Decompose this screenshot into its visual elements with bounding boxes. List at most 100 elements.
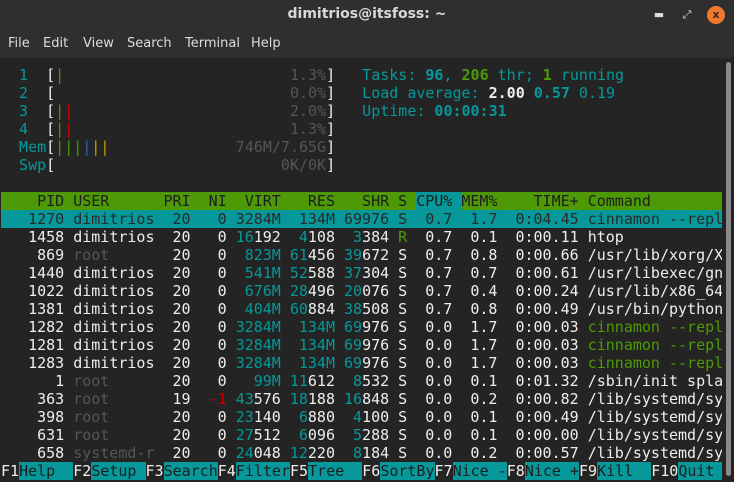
command: /sbin/init spla xyxy=(587,372,724,390)
value-high-digits: 676M xyxy=(244,282,281,300)
function-label-filter[interactable]: Filter xyxy=(235,462,290,480)
column-header-s[interactable]: S xyxy=(398,192,408,210)
process-row[interactable]: 1458 dimitrios 20 0 16192 4108 3384 R 0.7 0.1 0:00… xyxy=(1,228,722,246)
column-header-mem[interactable]: MEM% xyxy=(461,192,498,210)
process-row[interactable]: 398 root 20 0 23140 6880 4100 S 0.0 0.1 0:00.49/li… xyxy=(1,408,723,426)
column-header-res[interactable]: RES xyxy=(307,192,335,210)
function-label-quit[interactable]: Quit xyxy=(678,462,733,480)
stat-text: 206 xyxy=(461,66,489,84)
column-header-command[interactable]: Command xyxy=(587,192,651,210)
value-high-digits: 24 xyxy=(235,444,254,462)
function-key-f9[interactable]: F9 xyxy=(579,462,598,480)
function-label-setup[interactable]: Setup xyxy=(91,462,146,480)
value-high-digits: 18 xyxy=(289,390,308,408)
stat-text: Load average: xyxy=(362,84,489,102)
column-header-user[interactable]: USER xyxy=(73,192,110,210)
menu-file[interactable]: File xyxy=(8,36,30,51)
meter-bar-segment: | xyxy=(91,138,101,156)
value-high-digits: 43 xyxy=(235,390,254,408)
menu-terminal[interactable]: Terminal xyxy=(185,36,240,51)
mem-percent: 0.4 xyxy=(470,282,498,300)
minimize-icon[interactable]: ▬ xyxy=(653,8,665,21)
process-row[interactable]: 1281 dimitrios 20 0 3284M 134M 69976 S 0.0 1.7 0:0… xyxy=(1,336,723,354)
state: S xyxy=(398,210,408,228)
value-high-digits: 16 xyxy=(344,390,363,408)
process-row[interactable]: 1282 dimitrios 20 0 3284M 134M 69976 S 0.0 1.7 0:0… xyxy=(1,318,723,336)
stats-line: Tasks: 96, 206 thr; 1 running xyxy=(362,66,624,84)
function-label-kill[interactable]: Kill xyxy=(597,462,652,480)
scrollbar-thumb[interactable] xyxy=(726,62,731,476)
process-row[interactable]: 1283 dimitrios 20 0 3284M 134M 69976 S 0.0 1.7 0:0… xyxy=(1,354,723,372)
value-low-digits: 100 xyxy=(362,408,390,426)
column-header-shr[interactable]: SHR xyxy=(362,192,390,210)
menu-edit[interactable]: Edit xyxy=(43,36,69,51)
process-row[interactable]: 1381 dimitrios 20 0 404M 60884 38508 S 0.7 0.8 0:0… xyxy=(1,300,723,318)
process-row[interactable]: 1 root 20 0 99M 11612 8532 S 0.0 0.1 0:01.32/sbin/… xyxy=(1,372,724,390)
value-low-digits: 496 xyxy=(307,282,335,300)
function-key-f6[interactable]: F6 xyxy=(362,462,381,480)
pid: 631 xyxy=(37,426,65,444)
user: dimitrios xyxy=(73,300,155,318)
shr: 38508 xyxy=(344,300,389,318)
column-header-cpu[interactable]: CPU% xyxy=(416,192,462,210)
column-header-virt[interactable]: VIRT xyxy=(244,192,281,210)
virt: 541M xyxy=(236,264,281,282)
close-icon[interactable]: x xyxy=(707,6,725,24)
value-high-digits: 52 xyxy=(289,264,308,282)
function-label-nice-[interactable]: Nice + xyxy=(524,462,579,480)
function-key-f3[interactable]: F3 xyxy=(145,462,164,480)
priority: 20 xyxy=(172,336,191,354)
process-row[interactable]: 1270 dimitrios 20 0 3284M 134M 69976 S 0.7 1.7 0:0… xyxy=(1,210,723,228)
stat-text: 0.19 xyxy=(578,84,616,102)
value-low-digits: 220 xyxy=(307,444,335,462)
function-key-f10[interactable]: F10 xyxy=(651,462,679,480)
process-row[interactable]: 1440 dimitrios 20 0 541M 52588 37304 S 0.7 0.7 0:0… xyxy=(1,264,723,282)
process-row[interactable]: 631 root 20 0 27512 6096 5288 S 0.0 0.1 0:00.00/li… xyxy=(1,426,723,444)
process-row[interactable]: 658 systemd-r 20 0 24048 12220 8184 S 0.0 0.2 0:00… xyxy=(1,444,723,462)
priority: 20 xyxy=(172,354,191,372)
shr: 69976 xyxy=(344,336,389,354)
function-key-f5[interactable]: F5 xyxy=(290,462,309,480)
function-label-search[interactable]: Search xyxy=(163,462,218,480)
menu-view[interactable]: View xyxy=(83,36,114,51)
function-label-sortby[interactable]: SortBy xyxy=(380,462,435,480)
function-label-help[interactable]: Help xyxy=(19,462,74,480)
function-key-f2[interactable]: F2 xyxy=(73,462,92,480)
function-label-nice-[interactable]: Nice - xyxy=(452,462,507,480)
value-high-digits: 134M xyxy=(298,336,335,354)
meter-bar: || xyxy=(55,102,236,120)
res: 12220 xyxy=(290,444,335,462)
column-header-time[interactable]: TIME+ xyxy=(533,192,579,210)
value-low-digits: 140 xyxy=(253,408,281,426)
meter-bar: | xyxy=(55,66,236,84)
menu-search[interactable]: Search xyxy=(127,36,172,51)
value-high-digits: 6 xyxy=(298,408,308,426)
function-label-tree[interactable]: Tree xyxy=(308,462,363,480)
function-key-f4[interactable]: F4 xyxy=(217,462,236,480)
priority: 20 xyxy=(172,408,191,426)
pid: 1283 xyxy=(28,354,65,372)
stat-text: Uptime: xyxy=(362,102,435,120)
priority: 20 xyxy=(172,264,191,282)
function-key-f7[interactable]: F7 xyxy=(434,462,453,480)
column-header-pid[interactable]: PID xyxy=(37,192,65,210)
pid: 1440 xyxy=(28,264,65,282)
function-key-f1[interactable]: F1 xyxy=(1,462,20,480)
process-row[interactable]: 869 root 20 0 823M 61456 39672 S 0.7 0.8 0:00.66/u… xyxy=(1,246,723,264)
res: 18188 xyxy=(290,390,335,408)
column-header-ni[interactable]: NI xyxy=(208,192,227,210)
process-row[interactable]: 1022 dimitrios 20 0 676M 28496 20076 S 0.7 0.4 0:0… xyxy=(1,282,723,300)
meter-mem: Mem[|||||| 746M/7.65G] xyxy=(1,138,722,156)
priority: 20 xyxy=(172,426,191,444)
maximize-icon[interactable]: ⤢ xyxy=(682,8,692,21)
scrollbar[interactable] xyxy=(722,58,734,482)
menu-help[interactable]: Help xyxy=(251,36,281,51)
virt: 3284M xyxy=(236,336,281,354)
column-header-pri[interactable]: PRI xyxy=(163,192,191,210)
time: 0:00.03 xyxy=(515,318,579,336)
terminal[interactable]: 1 [| 1.3%] Tasks: 96, 206 thr; 1 running 2[0… xyxy=(1,66,733,480)
function-key-f8[interactable]: F8 xyxy=(506,462,525,480)
time: 0:00.11 xyxy=(515,228,579,246)
process-row[interactable]: 363 root 19 -1 43576 18188 16848 S 0.0 0.2 0:00.82… xyxy=(1,390,723,408)
state: S xyxy=(398,246,408,264)
